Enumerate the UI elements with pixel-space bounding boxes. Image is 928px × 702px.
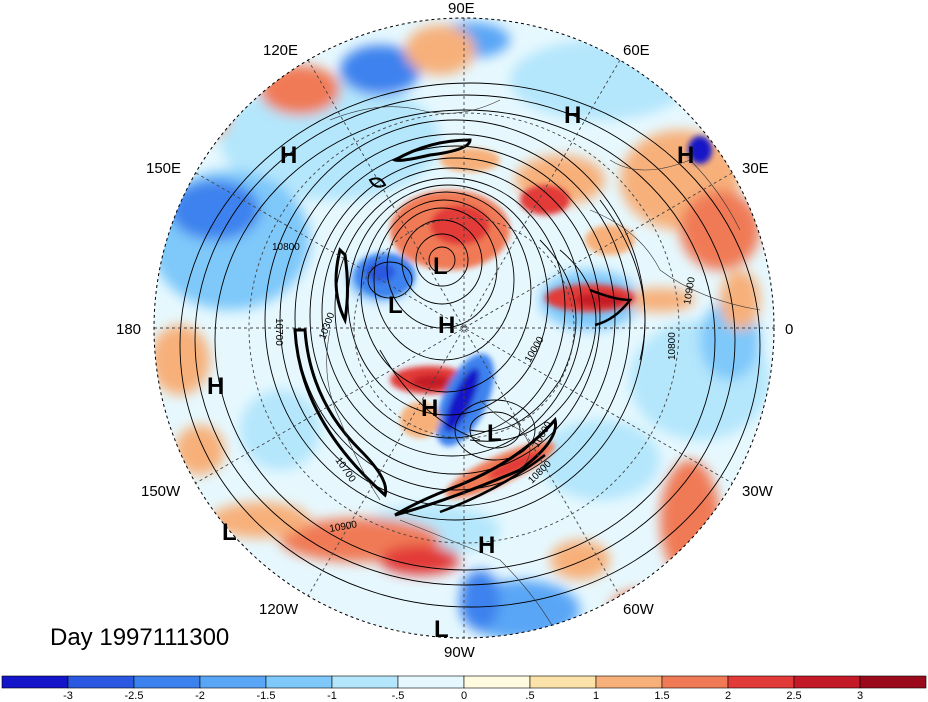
- low-center: L: [434, 616, 449, 643]
- colorbar-swatch: [331, 675, 399, 689]
- colorbar-tick-label: 2.5: [786, 690, 801, 702]
- coastlines: [326, 99, 761, 638]
- low-center: L: [433, 253, 448, 280]
- colorbar-swatch: [793, 675, 861, 689]
- lon-label-30e: 30E: [742, 160, 769, 177]
- high-center: H: [207, 373, 224, 400]
- lon-label-60e: 60E: [623, 42, 650, 59]
- colorbar-tick-label: .5: [525, 690, 534, 702]
- longitude-labels: 90E 60E 30E 0 30W 60W 90W 120W 150W 180 …: [116, 0, 793, 661]
- colorbar-swatch: [67, 675, 135, 689]
- lon-label-120e: 120E: [263, 42, 298, 59]
- lon-label-180: 180: [116, 321, 141, 338]
- low-center: L: [222, 519, 237, 546]
- lon-label-60w: 60W: [623, 601, 655, 618]
- colorbar-tick-label: 1.5: [654, 690, 669, 702]
- contour-label: 10800: [667, 332, 678, 360]
- lon-label-30w: 30W: [742, 483, 774, 500]
- high-center: H: [478, 532, 495, 559]
- colorbar-tick-label: -.5: [392, 690, 405, 702]
- pressure-centers: H H H L L H H H L L H L: [207, 102, 694, 643]
- colorbar: -3 -2.5 -2 -1.5 -1 -.5 0 .5 1 1.5 2 2.5 3: [1, 675, 927, 702]
- lon-label-0: 0: [785, 321, 793, 338]
- jet-contours: [293, 138, 633, 517]
- lon-label-90w: 90W: [444, 644, 476, 661]
- colorbar-tick-label: 3: [857, 690, 863, 702]
- low-center: L: [388, 292, 403, 319]
- map-boundary: [153, 17, 775, 639]
- height-contours: [179, 82, 761, 608]
- colorbar-tick-label: -2.5: [125, 690, 144, 702]
- lon-label-120w: 120W: [259, 601, 299, 618]
- colorbar-swatch: [133, 675, 201, 689]
- figure-title: Day 1997111300: [50, 624, 229, 651]
- colorbar-tick-label: 2: [725, 690, 731, 702]
- colorbar-tick-label: 1: [593, 690, 599, 702]
- colorbar-swatch: [397, 675, 465, 689]
- low-center: L: [487, 420, 502, 447]
- high-center: H: [564, 102, 581, 129]
- lon-label-90e: 90E: [448, 0, 475, 17]
- high-center: H: [438, 312, 455, 339]
- graticule: [154, 18, 774, 638]
- contour-label: 10700: [273, 318, 284, 346]
- high-center: H: [421, 395, 438, 422]
- lon-label-150w: 150W: [141, 483, 181, 500]
- colorbar-tick-label: 0: [461, 690, 467, 702]
- contour-label: 10800: [272, 242, 300, 253]
- colorbar-tick-label: -1.5: [257, 690, 276, 702]
- colorbar-swatch: [265, 675, 333, 689]
- colorbar-swatch: [529, 675, 597, 689]
- colorbar-swatch: [727, 675, 795, 689]
- high-center: H: [677, 142, 694, 169]
- colorbar-tick-label: -1: [327, 690, 337, 702]
- colorbar-swatch: [1, 675, 69, 689]
- contour-label: 10900: [682, 276, 698, 306]
- colorbar-tick-label: -2: [195, 690, 205, 702]
- colorbar-tick-label: -3: [63, 690, 73, 702]
- colorbar-swatch: [661, 675, 729, 689]
- high-center: H: [280, 142, 297, 169]
- colorbar-swatch: [595, 675, 663, 689]
- lon-label-150e: 150E: [146, 160, 181, 177]
- contour-label: 10900: [329, 519, 359, 535]
- colorbar-swatch: [463, 675, 531, 689]
- colorbar-swatch: [859, 675, 927, 689]
- anomaly-shading: [154, 18, 774, 638]
- colorbar-swatch: [199, 675, 267, 689]
